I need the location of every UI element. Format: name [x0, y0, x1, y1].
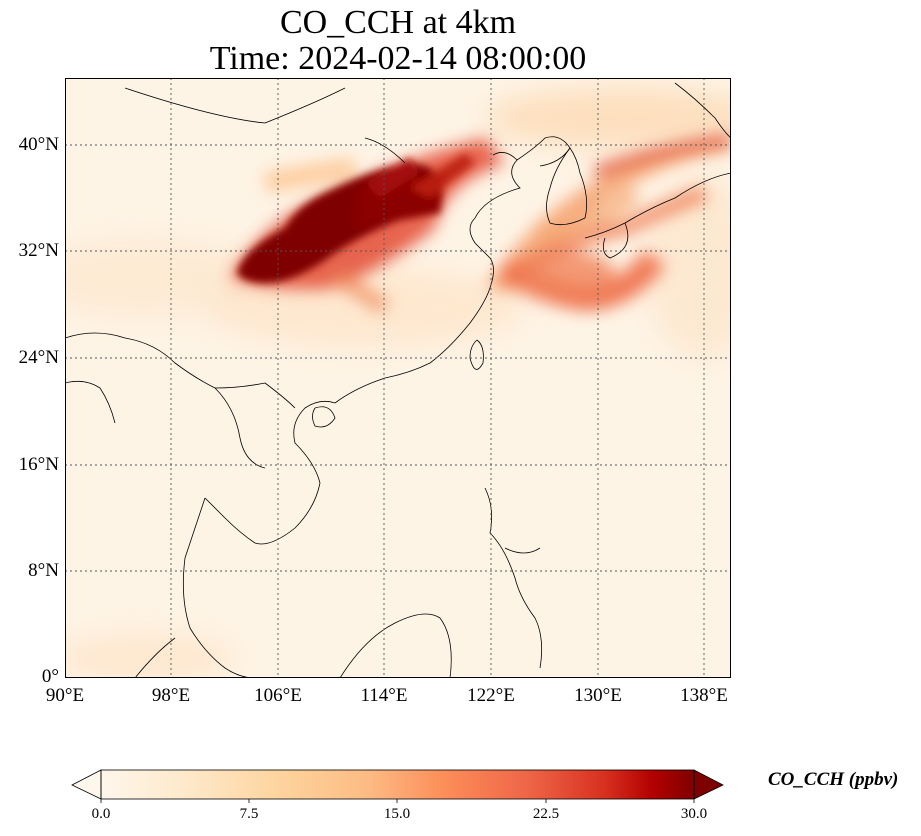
colorbar-gradient: [101, 770, 694, 799]
colorbar-extend-max: [693, 769, 724, 800]
colorbar-label: CO_CCH (ppbv): [768, 769, 899, 790]
lon-tick-138e: 138°E: [680, 685, 728, 706]
map-panel: [65, 78, 731, 678]
map-title-line1: CO_CCH at 4km: [279, 4, 517, 41]
colorbar-tick-7-5: 7.5: [239, 806, 259, 822]
lat-tick-32n: 32°N: [18, 240, 59, 261]
lat-tick-0: 0°: [41, 666, 59, 687]
colorbar-outline: [100, 769, 695, 800]
plume-secondary: [485, 135, 731, 312]
colorbar-extend-min: [71, 769, 102, 800]
lon-tick-130e: 130°E: [574, 685, 622, 706]
lat-tick-16n: 16°N: [18, 454, 59, 475]
lon-tick-106e: 106°E: [254, 685, 302, 706]
colorbar-ticks: [100, 799, 695, 803]
colorbar-tick-15: 15.0: [383, 806, 411, 822]
gridlines: [65, 78, 731, 678]
lon-tick-90e: 90°E: [45, 685, 85, 706]
lon-tick-122e: 122°E: [467, 685, 515, 706]
lat-tick-8n: 8°N: [28, 560, 59, 581]
lon-tick-114e: 114°E: [360, 685, 408, 706]
colorbar-tick-0: 0.0: [91, 806, 111, 822]
lat-tick-40n: 40°N: [18, 134, 59, 155]
lat-tick-24n: 24°N: [18, 347, 59, 368]
map-title-line2: Time: 2024-02-14 08:00:00: [209, 40, 587, 77]
plume-core: [237, 153, 475, 283]
colorbar-tick-30: 30.0: [680, 806, 708, 822]
lon-tick-98e: 98°E: [151, 685, 191, 706]
map-canvas: [65, 78, 731, 678]
colorbar-tick-22-5: 22.5: [532, 806, 560, 822]
